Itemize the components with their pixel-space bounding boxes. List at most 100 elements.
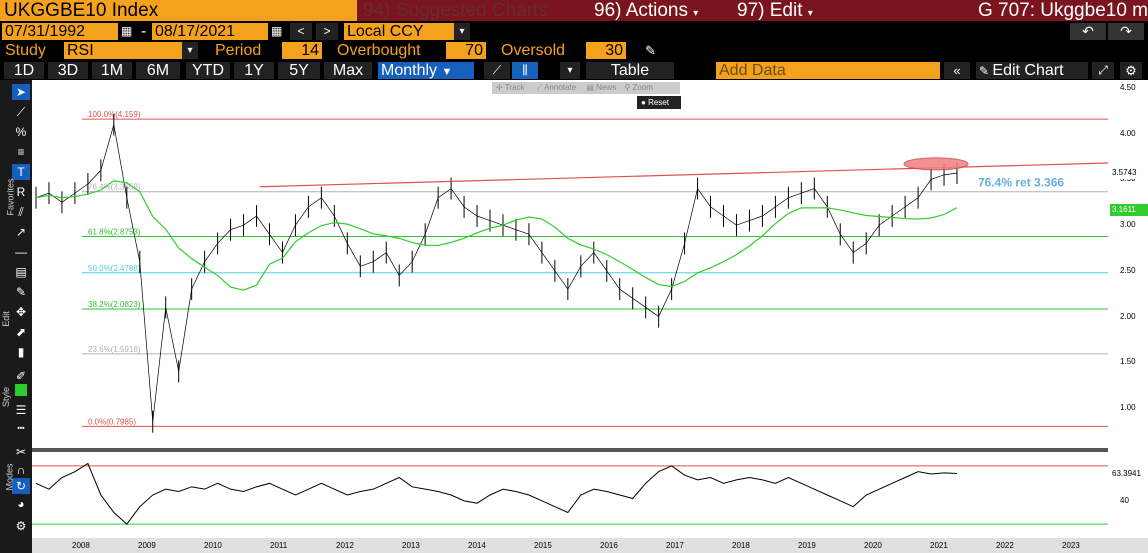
magnet-icon[interactable]: ∩	[16, 463, 26, 477]
price-chart[interactable]: 100.0%(4.159) 76.4%(3.3659) 61.8%(2.8753) 5…	[32, 80, 1112, 448]
redo-icon[interactable]: ↷	[1108, 23, 1144, 40]
calendar-icon[interactable]: ▦	[121, 24, 133, 38]
trend-tool-icon[interactable]: ↗	[15, 225, 27, 239]
title-bar: UKGGBE10 Index 94) Suggested Charts 96) …	[0, 0, 1148, 21]
refresh-icon[interactable]: ↻	[12, 478, 30, 494]
line-weight-icon[interactable]: ☰	[15, 403, 27, 417]
eraser-tool-icon[interactable]: ▮	[17, 345, 25, 359]
range-button-3d[interactable]: 3D	[48, 62, 88, 79]
x-tick-label: 2018	[732, 541, 750, 550]
y-tick-label: 4.50	[1120, 83, 1136, 92]
channel-tool-icon[interactable]: ⫽	[18, 205, 24, 219]
retracement-tool-icon[interactable]: R	[16, 185, 26, 199]
undo-icon[interactable]: ↶	[1070, 23, 1106, 40]
chevron-down-icon[interactable]: ▾	[454, 23, 470, 40]
zoom-button[interactable]: ⚲ Zoom	[624, 83, 653, 92]
range-button-max[interactable]: Max	[324, 62, 372, 79]
line-tool-icon[interactable]: ⟋	[16, 105, 26, 119]
gear-icon[interactable]: ⚙	[15, 519, 27, 533]
ticker-field[interactable]: UKGGBE10 Index	[0, 0, 359, 21]
retracement-annotation: 76.4% ret 3.366	[978, 176, 1064, 190]
x-tick-label: 2020	[864, 541, 882, 550]
actions-menu[interactable]: 96) Actions ▾	[588, 0, 734, 21]
text-tool-icon[interactable]: T	[12, 164, 30, 180]
line-style-icon[interactable]: ┅	[17, 421, 25, 435]
fib-tool-icon[interactable]: ≡	[17, 145, 25, 159]
y-tick-label: 2.50	[1120, 265, 1136, 275]
edit-chart-button[interactable]: ✎ Edit Chart	[976, 62, 1088, 79]
brush-tool-icon[interactable]: ✐	[15, 369, 27, 383]
zone-tool-icon[interactable]: ▤	[15, 265, 27, 279]
edit-menu[interactable]: 97) Edit ▾	[731, 0, 839, 21]
resize-icon[interactable]: ⤢	[1092, 62, 1114, 79]
pane-divider[interactable]	[32, 448, 1148, 452]
y-tick-label: 3.50	[1120, 174, 1136, 184]
oversold-input[interactable]: 30	[586, 42, 626, 59]
add-data-input[interactable]: Add Data	[716, 62, 940, 79]
select-tool-icon[interactable]: ⬈	[15, 325, 27, 339]
chevron-down-icon[interactable]: ▾	[182, 42, 198, 59]
edit-label: 97) Edit	[737, 0, 803, 21]
palette-icon[interactable]: ◕	[17, 497, 25, 511]
line-chart-icon[interactable]: ⟋	[484, 62, 510, 79]
favorites-label: Favorites	[5, 178, 16, 216]
x-tick-label: 2017	[666, 541, 684, 550]
chevron-down-icon: ▾	[807, 8, 813, 19]
percent-tool-icon[interactable]: %	[15, 125, 27, 139]
style-side-label: Style	[1, 386, 12, 408]
move-tool-icon[interactable]: ✥	[15, 305, 27, 319]
period-input[interactable]: 14	[282, 42, 322, 59]
reset-label: Reset	[648, 98, 669, 107]
modes-side-label: Modes	[4, 463, 15, 491]
chevron-down-icon[interactable]: ▾	[560, 62, 580, 79]
frequency-select[interactable]: Monthly ▼	[378, 62, 474, 79]
gear-icon[interactable]: ⚙	[1120, 62, 1142, 79]
x-tick-label: 2021	[930, 541, 948, 550]
range-button-6m[interactable]: 6M	[136, 62, 180, 79]
start-date-field[interactable]: 07/31/1992	[2, 23, 118, 40]
x-tick-label: 2016	[600, 541, 618, 550]
range-button-ytd[interactable]: YTD	[186, 62, 230, 79]
chevron-down-icon: ▾	[693, 8, 699, 19]
table-button[interactable]: Table	[586, 62, 674, 79]
cursor-icon[interactable]: ➤	[12, 84, 30, 100]
range-button-1d[interactable]: 1D	[4, 62, 44, 79]
collapse-icon[interactable]: «	[944, 62, 970, 79]
study-select[interactable]: RSI	[64, 42, 182, 59]
pencil-icon[interactable]: ✎	[645, 43, 656, 58]
currency-select[interactable]: Local CCY	[344, 23, 454, 40]
news-label: News	[596, 83, 617, 92]
track-button[interactable]: ✢ Track	[496, 83, 525, 92]
chevron-down-icon: ▼	[441, 66, 453, 78]
annotate-button[interactable]: ⟋ Annotate	[536, 83, 577, 92]
next-period-button[interactable]: >	[316, 23, 338, 40]
range-button-1m[interactable]: 1M	[92, 62, 132, 79]
hline-tool-icon[interactable]: —	[15, 245, 27, 259]
suggested-charts-menu[interactable]: 94) Suggested Charts	[357, 0, 591, 21]
rsi-chart[interactable]	[32, 452, 1112, 538]
track-label: Track	[504, 83, 525, 92]
range-button-5y[interactable]: 5Y	[278, 62, 320, 79]
color-swatch-icon[interactable]	[15, 384, 27, 396]
pen-tool-icon[interactable]: ✎	[15, 285, 27, 299]
bar-chart-icon[interactable]: ⫼	[512, 62, 538, 79]
zoom-label: Zoom	[632, 83, 653, 92]
chart-toolbar: ✢ Track ⟋ Annotate ▤ News ⚲ Zoom	[492, 82, 680, 94]
scissors-icon[interactable]: ✂	[15, 445, 27, 459]
x-tick-label: 2012	[336, 541, 354, 550]
end-date-field[interactable]: 08/17/2021	[152, 23, 268, 40]
prev-period-button[interactable]: <	[290, 23, 312, 40]
news-button[interactable]: ▤ News	[586, 83, 617, 92]
reset-button[interactable]: ● Reset	[637, 96, 681, 109]
study-label: Study	[5, 42, 46, 59]
fib-label-5: 23.6%(1.5916)	[88, 345, 141, 354]
range-button-1y[interactable]: 1Y	[234, 62, 274, 79]
calendar-icon[interactable]: ▦	[271, 24, 283, 38]
fib-label-3: 50.0%(2.4788)	[88, 264, 141, 273]
overbought-input[interactable]: 70	[446, 42, 486, 59]
fib-label-2: 61.8%(2.8753)	[88, 228, 141, 237]
edit-chart-label: Edit Chart	[992, 62, 1064, 79]
fib-label-6: 0.0%(0.7985)	[88, 417, 136, 426]
period-label: Period	[215, 42, 262, 59]
x-tick-label: 2013	[402, 541, 420, 550]
